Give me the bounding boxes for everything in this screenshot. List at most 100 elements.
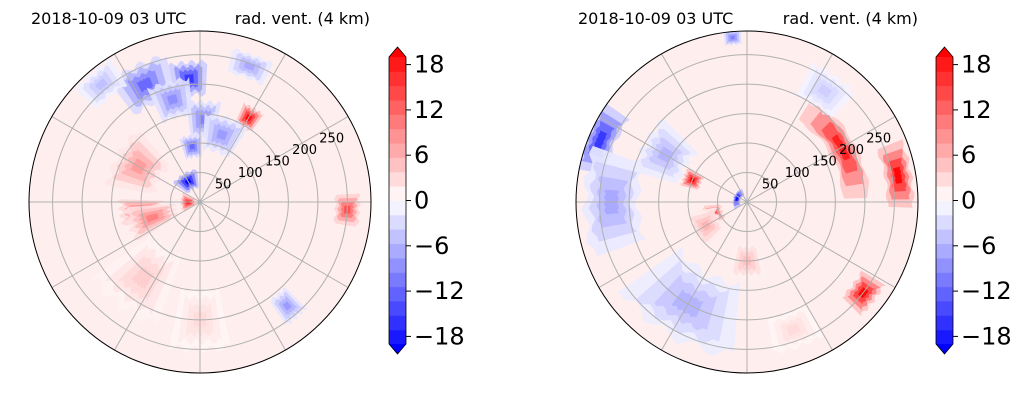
colorbar-level <box>389 214 406 230</box>
colorbar-level <box>389 300 406 316</box>
contour-region <box>730 35 735 40</box>
contour-region <box>216 128 229 141</box>
contour-region <box>130 265 155 290</box>
azimuth-gridline <box>199 201 286 351</box>
azimuth-gridline <box>51 116 201 203</box>
azimuth-gridline <box>746 201 833 351</box>
contour-region <box>145 213 160 223</box>
azimuth-gridline <box>51 201 201 288</box>
azimuth-gridline <box>199 53 286 203</box>
colorbar-level <box>936 143 953 158</box>
azimuth-gridline <box>199 201 349 288</box>
colorbar-level <box>936 286 953 302</box>
colorbar-level <box>389 85 406 101</box>
colorbar-tick-label: −12 <box>414 277 465 305</box>
radial-tick-label: 150 <box>812 154 837 169</box>
radial-tick-label: 250 <box>319 131 344 146</box>
colorbar-outline <box>935 46 954 355</box>
colorbar-level <box>936 57 953 72</box>
colorbar-level <box>936 329 953 345</box>
radial-tick-label: 100 <box>238 166 263 181</box>
colorbar-level <box>389 71 406 87</box>
azimuth-gridline <box>746 201 896 288</box>
colorbar-level <box>389 200 406 216</box>
polar-frame <box>575 30 919 374</box>
radial-tick-label: 250 <box>866 131 891 146</box>
contour-region <box>189 143 195 150</box>
contour-region <box>95 78 109 91</box>
contour-region <box>593 130 608 149</box>
azimuth-gridline <box>598 201 748 288</box>
colorbar: 18 12 6 0 −6 −12 −18 <box>935 46 1012 355</box>
colorbar-level <box>936 114 953 130</box>
contour-region <box>282 301 293 311</box>
azimuth-gridline <box>114 53 201 203</box>
radial-tick-label: 50 <box>215 178 232 193</box>
colorbar-level <box>389 186 406 201</box>
colorbar-tick-label: −18 <box>961 322 1012 350</box>
colorbar-level <box>389 100 406 115</box>
azimuth-gridline <box>199 116 349 203</box>
colorbar-level <box>936 186 953 201</box>
colorbar: 18 12 6 0 −6 −12 −18 <box>388 46 465 355</box>
colorbar-tick-label: 12 <box>961 96 992 124</box>
panel-field-title: rad. vent. (4 km) <box>235 9 370 28</box>
colorbar-tick-label: 6 <box>414 141 429 169</box>
colorbar-tick-label: −6 <box>961 232 996 260</box>
colorbar-level <box>936 71 953 87</box>
contour-region <box>893 166 903 184</box>
colorbar-level <box>389 243 406 259</box>
azimuth-gridline <box>598 116 748 203</box>
colorbar-level <box>389 257 406 273</box>
polar-panel: 2018-10-09 03 UTC rad. vent. (4 km) 50 1… <box>28 9 465 374</box>
colorbar-tick-label: 12 <box>414 96 445 124</box>
colorbar-level <box>936 85 953 101</box>
panel-field-title: rad. vent. (4 km) <box>783 9 918 28</box>
colorbar-level <box>389 57 406 72</box>
colorbar-level <box>936 100 953 115</box>
colorbar-level <box>389 229 406 245</box>
colorbar-level <box>936 171 953 187</box>
colorbar-level <box>936 214 953 230</box>
colorbar-level <box>936 200 953 216</box>
colorbar-tick-label: 0 <box>414 187 429 215</box>
azimuth-gridline <box>661 53 748 203</box>
contour-region <box>817 83 833 98</box>
contour-region <box>166 93 178 106</box>
colorbar-level <box>389 128 406 144</box>
azimuth-gridline <box>746 53 833 203</box>
colorbar-level <box>389 157 406 173</box>
colorbar-level <box>389 315 406 331</box>
polar-grid <box>576 31 918 373</box>
polar-panel: 2018-10-09 03 UTC rad. vent. (4 km) 50 1… <box>575 9 1012 374</box>
colorbar-level <box>936 128 953 144</box>
colorbar-level <box>389 329 406 345</box>
colorbar-tick-label: 18 <box>414 51 445 79</box>
colorbar-extend-min <box>389 344 406 354</box>
colorbar-extend-min <box>936 344 953 354</box>
colorbar-extend-max <box>936 47 953 57</box>
radial-tick-label: 150 <box>265 154 290 169</box>
radial-tick-labels: 50 100 150 200 250 <box>762 131 891 192</box>
panel-time-title: 2018-10-09 03 UTC <box>31 9 186 28</box>
colorbar-level <box>936 229 953 245</box>
colorbar-tick-label: −18 <box>414 322 465 350</box>
colorbar-level <box>936 315 953 331</box>
polar-frame <box>28 30 372 374</box>
azimuth-gridline <box>746 116 896 203</box>
radial-tick-label: 200 <box>839 143 864 158</box>
colorbar-level <box>936 272 953 288</box>
colorbar-level <box>389 171 406 187</box>
radial-tick-labels: 50 100 150 200 250 <box>215 131 344 192</box>
colorbar-extend-max <box>389 47 406 57</box>
colorbar-tick-label: 6 <box>961 141 976 169</box>
colorbar-level <box>936 243 953 259</box>
azimuth-gridline <box>661 201 748 351</box>
colorbar-tick-label: −12 <box>961 277 1012 305</box>
colorbar-level <box>389 114 406 130</box>
colorbar-level <box>936 257 953 273</box>
colorbar-level <box>389 272 406 288</box>
colorbar-level <box>389 143 406 158</box>
colorbar-level <box>936 300 953 316</box>
